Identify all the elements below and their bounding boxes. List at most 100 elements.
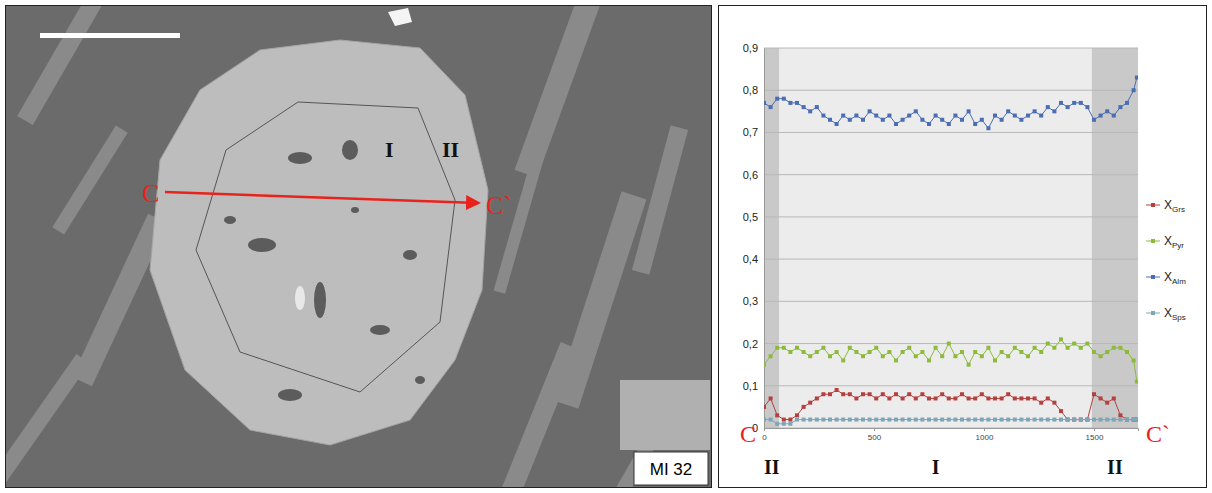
data-point bbox=[764, 363, 766, 367]
grain bbox=[388, 8, 412, 26]
data-point bbox=[1135, 418, 1138, 422]
data-point bbox=[802, 405, 806, 409]
data-point bbox=[1013, 396, 1017, 400]
data-point bbox=[861, 354, 865, 358]
panel-frame bbox=[719, 6, 1207, 488]
grid-line bbox=[764, 216, 1138, 217]
data-point bbox=[1125, 101, 1129, 105]
tick-label: 0,5 bbox=[743, 211, 758, 223]
tick: 0,7 bbox=[743, 126, 764, 138]
data-point bbox=[795, 101, 799, 105]
legend-label: XGrs bbox=[1164, 198, 1185, 214]
data-point bbox=[1059, 409, 1063, 413]
data-point bbox=[940, 118, 944, 122]
data-point bbox=[907, 392, 911, 396]
tick: 0,9 bbox=[743, 42, 764, 54]
tick-mark bbox=[874, 428, 875, 431]
series-line bbox=[764, 339, 1137, 381]
zones bbox=[764, 48, 1138, 428]
data-point bbox=[874, 396, 878, 400]
data-point bbox=[769, 105, 773, 109]
tick: 1000 bbox=[976, 428, 994, 442]
data-point bbox=[1099, 396, 1103, 400]
data-point bbox=[828, 418, 832, 422]
grid-line bbox=[764, 301, 1138, 302]
profile-start-label: C bbox=[142, 179, 159, 208]
data-point bbox=[986, 126, 990, 130]
data-point bbox=[973, 350, 977, 354]
zone-label: I bbox=[932, 456, 940, 478]
legend-item: XGrs bbox=[1146, 198, 1185, 214]
data-point bbox=[1052, 401, 1056, 405]
data-point bbox=[960, 350, 964, 354]
data-point bbox=[1072, 342, 1076, 346]
data-point bbox=[795, 418, 799, 422]
tick: 0,4 bbox=[743, 253, 764, 265]
data-point bbox=[854, 114, 858, 118]
data-point bbox=[841, 392, 845, 396]
legend-item: XAlm bbox=[1146, 270, 1186, 286]
data-point bbox=[986, 418, 990, 422]
data-point bbox=[815, 350, 819, 354]
series-line bbox=[764, 78, 1137, 129]
data-point bbox=[1039, 350, 1043, 354]
data-point bbox=[1019, 418, 1023, 422]
data-point bbox=[1059, 337, 1063, 341]
data-point bbox=[967, 418, 971, 422]
data-point bbox=[920, 418, 924, 422]
data-point bbox=[993, 396, 997, 400]
legend: XGrs XPyr XAlm XSps bbox=[1146, 198, 1186, 322]
data-point bbox=[953, 396, 957, 400]
profile-end-label: C` bbox=[1146, 421, 1170, 447]
inclusion bbox=[248, 238, 276, 252]
tick-label: 0,1 bbox=[743, 380, 758, 392]
data-point bbox=[835, 418, 839, 422]
mica-grain bbox=[501, 342, 579, 487]
data-point bbox=[953, 354, 957, 358]
data-point bbox=[1132, 358, 1136, 362]
data-point bbox=[854, 418, 858, 422]
tick-label: 0,4 bbox=[743, 253, 758, 265]
data-point bbox=[940, 418, 944, 422]
tick-label: 0,7 bbox=[743, 126, 758, 138]
data-point bbox=[953, 114, 957, 118]
data-point bbox=[1046, 418, 1050, 422]
data-point bbox=[1059, 101, 1063, 105]
tick: 0,5 bbox=[743, 211, 764, 223]
data-point bbox=[1066, 346, 1070, 350]
data-point bbox=[1046, 105, 1050, 109]
data-point bbox=[841, 358, 845, 362]
data-point bbox=[1118, 418, 1122, 422]
legend-label: XPyr bbox=[1164, 234, 1184, 250]
data-point bbox=[808, 401, 812, 405]
data-point bbox=[1118, 346, 1122, 350]
series-line bbox=[764, 390, 1137, 420]
tick-mark bbox=[764, 428, 765, 431]
panel-frame bbox=[6, 6, 712, 488]
data-point bbox=[1013, 114, 1017, 118]
legend-label: XSps bbox=[1164, 306, 1186, 322]
data-point bbox=[788, 418, 792, 422]
grain bbox=[620, 380, 710, 450]
figure: CC`IIIMI 32IIIII00,10,20,30,40,50,60,70,… bbox=[0, 0, 1212, 493]
data-point bbox=[874, 418, 878, 422]
data-point bbox=[1033, 396, 1037, 400]
plot-area bbox=[764, 76, 1138, 426]
data-point bbox=[788, 101, 792, 105]
zone-label: I bbox=[385, 137, 394, 162]
matrix bbox=[6, 6, 711, 487]
data-point bbox=[1000, 418, 1004, 422]
data-point bbox=[1105, 350, 1109, 354]
tick: 1500 bbox=[1086, 428, 1104, 442]
data-point bbox=[1006, 392, 1010, 396]
data-point bbox=[887, 350, 891, 354]
data-point bbox=[1000, 350, 1004, 354]
data-point bbox=[1066, 418, 1070, 422]
tick: 0,8 bbox=[743, 84, 764, 96]
micrograph-panel: CC`IIIMI 32 bbox=[0, 0, 712, 493]
data-point bbox=[993, 358, 997, 362]
data-point bbox=[914, 396, 918, 400]
data-point bbox=[1072, 101, 1076, 105]
data-point bbox=[775, 97, 779, 101]
legend-label: XAlm bbox=[1164, 270, 1186, 286]
